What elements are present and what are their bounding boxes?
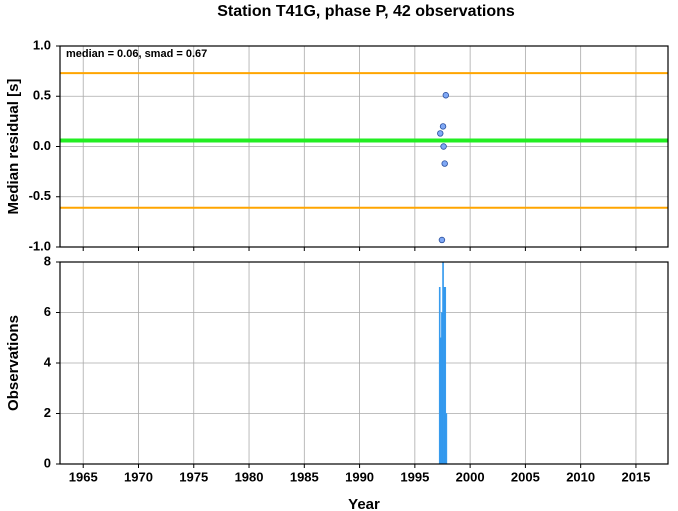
plot-frame [59,45,669,248]
x-tick-label: 1990 [345,469,374,484]
x-tick-label: 2005 [511,469,540,484]
x-tick-label: 2010 [566,469,595,484]
x-tick-label: 2000 [456,469,485,484]
point [439,123,447,130]
bar [445,413,448,465]
point [442,92,450,99]
chart-title: Station T41G, phase P, 42 observations [217,3,515,20]
y-tick-label: 0.5 [33,88,51,103]
point [437,130,444,137]
x-tick-label: 1985 [290,469,319,484]
plot-frame [59,261,669,465]
point [440,143,447,150]
annotation: median = 0.06, smad = 0.67 [66,48,207,60]
x-tick-label: 2015 [621,469,650,484]
y-tick-label: 8 [44,253,51,268]
x-tick-label: 1995 [400,469,429,484]
y-tick-label: 0.0 [33,138,51,153]
y-axis-label: Median residual [s] [5,79,22,215]
y-tick-label: 6 [44,304,51,319]
x-tick-label: 1965 [69,469,98,484]
y-tick-label: 4 [44,354,52,369]
y-tick-label: -1.0 [29,238,51,253]
y-axis-label: Observations [5,315,22,411]
y-tick-label: 1.0 [33,37,51,52]
y-tick-label: 2 [44,405,51,420]
x-tick-label: 1975 [179,469,208,484]
point [438,236,446,244]
x-tick-label: 1970 [124,469,153,484]
y-tick-label: -0.5 [29,188,51,203]
x-axis-label: Year [348,496,380,511]
x-tick-label: 1980 [235,469,264,484]
y-tick-label: 0 [44,455,51,470]
point [441,160,448,167]
